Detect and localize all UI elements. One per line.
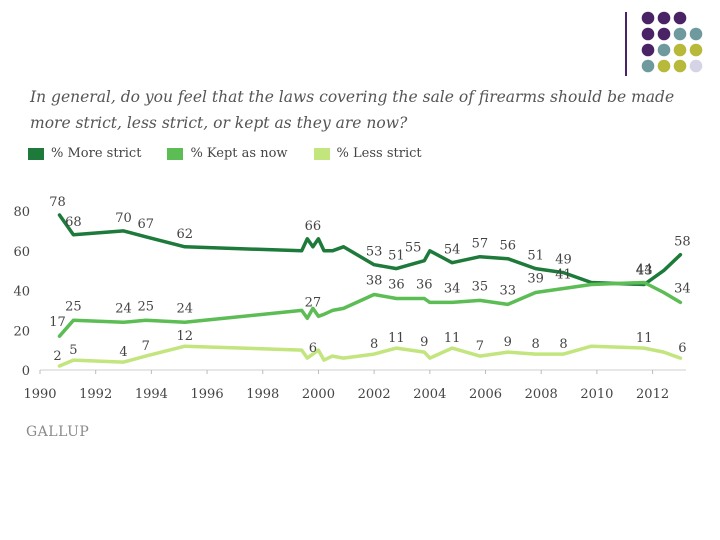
legend-item-less-strict: % Less strict	[313, 146, 422, 161]
data-label: 11	[636, 331, 653, 346]
gallup-logo: GALLUP	[26, 424, 90, 440]
decorative-dot	[641, 27, 655, 41]
data-label: 7	[142, 339, 150, 354]
data-label: 25	[138, 299, 155, 314]
data-label: 55	[405, 241, 422, 256]
legend-swatch-more-strict	[28, 147, 44, 160]
data-label: 51	[388, 249, 405, 264]
y-tick-label: 60	[13, 245, 30, 260]
legend: % More strict % Kept as now % Less stric…	[28, 146, 422, 161]
x-tick-label: 1994	[135, 387, 168, 402]
data-label: 38	[366, 274, 383, 289]
data-label: 70	[115, 211, 132, 226]
data-label: 53	[366, 245, 383, 260]
data-label: 33	[500, 283, 517, 298]
legend-swatch-kept-as-now	[167, 147, 184, 160]
decorative-dot	[673, 43, 687, 57]
decorative-dot	[673, 11, 687, 25]
data-label: 17	[49, 315, 66, 330]
data-label: 2	[53, 349, 61, 364]
data-label: 68	[65, 215, 82, 230]
decorative-dot	[673, 59, 687, 73]
data-label: 66	[305, 219, 322, 234]
legend-label-less-strict: % Less strict	[336, 146, 422, 161]
data-label: 34	[444, 281, 461, 296]
data-label: 11	[444, 331, 461, 346]
data-label: 8	[531, 337, 539, 352]
x-tick-label: 1996	[191, 387, 224, 402]
legend-label-more-strict: % More strict	[51, 146, 142, 161]
data-label: 12	[177, 329, 194, 344]
data-label: 6	[309, 341, 317, 356]
x-tick-label: 2008	[525, 387, 558, 402]
data-label: 41	[555, 268, 572, 283]
data-label: 67	[138, 217, 155, 232]
data-label: 25	[65, 299, 82, 314]
x-tick-label: 2006	[469, 387, 502, 402]
y-tick-label: 20	[13, 324, 30, 339]
data-label: 7	[476, 339, 484, 354]
data-label: 34	[674, 281, 691, 296]
decorative-dot	[641, 43, 655, 57]
decorative-dot	[641, 59, 655, 73]
data-label: 44	[636, 263, 653, 278]
data-label: 51	[527, 249, 544, 264]
decorative-dot	[689, 59, 703, 73]
series-line-kept-as-now	[57, 280, 683, 338]
data-label: 8	[370, 337, 378, 352]
decorative-dot	[657, 27, 671, 41]
x-tick-label: 2012	[636, 387, 669, 402]
data-label: 49	[555, 253, 572, 268]
data-label: 58	[674, 235, 691, 250]
legend-item-kept-as-now: % Kept as now	[167, 146, 288, 161]
x-tick-label: 2010	[580, 387, 613, 402]
data-label: 43	[636, 264, 653, 279]
data-label: 8	[559, 337, 567, 352]
x-tick-label: 2004	[413, 387, 446, 402]
x-tick-label: 1992	[79, 387, 112, 402]
data-label: 24	[177, 301, 194, 316]
line-chart: 0 20 40 60 80 1990 1992 1994 1996 1998 2000 2002 200…	[13, 195, 691, 402]
data-label: 6	[678, 341, 686, 356]
decorative-dot	[689, 43, 703, 57]
data-label: 9	[420, 335, 428, 350]
legend-label-kept-as-now: % Kept as now	[190, 146, 288, 161]
x-tick-label: 1990	[23, 387, 56, 402]
decorative-dot	[657, 43, 671, 57]
x-tick-label: 1998	[246, 387, 279, 402]
decorative-dot	[689, 27, 703, 41]
y-tick-label: 40	[13, 285, 30, 300]
data-label: 9	[504, 335, 512, 350]
data-label: 54	[444, 243, 461, 258]
data-label: 35	[472, 279, 489, 294]
chart-question: In general, do you feel that the laws co…	[30, 88, 675, 132]
x-tick-label: 2002	[358, 387, 391, 402]
data-label: 78	[49, 195, 66, 210]
legend-item-more-strict: % More strict	[28, 146, 141, 161]
data-label: 62	[177, 227, 194, 242]
data-label: 57	[472, 237, 489, 252]
decorative-dot	[673, 27, 687, 41]
data-label: 36	[388, 278, 405, 293]
y-tick-label: 80	[13, 205, 30, 220]
decorative-dot	[641, 11, 655, 25]
y-tick-label: 0	[22, 364, 30, 379]
data-label: 27	[305, 295, 322, 310]
data-label: 11	[388, 331, 405, 346]
data-label: 36	[416, 278, 433, 293]
series-line-more-strict	[57, 213, 683, 287]
decorative-dot	[657, 11, 671, 25]
legend-swatch-less-strict	[313, 147, 330, 160]
decorative-dot	[657, 59, 671, 73]
data-label: 39	[527, 272, 544, 287]
data-label: 4	[119, 345, 127, 360]
series-line-less-strict	[57, 344, 683, 368]
x-tick-label: 2000	[302, 387, 335, 402]
decorative-dot-grid	[625, 11, 703, 76]
data-label: 56	[500, 239, 517, 254]
data-label: 5	[69, 343, 77, 358]
data-label: 24	[115, 301, 132, 316]
